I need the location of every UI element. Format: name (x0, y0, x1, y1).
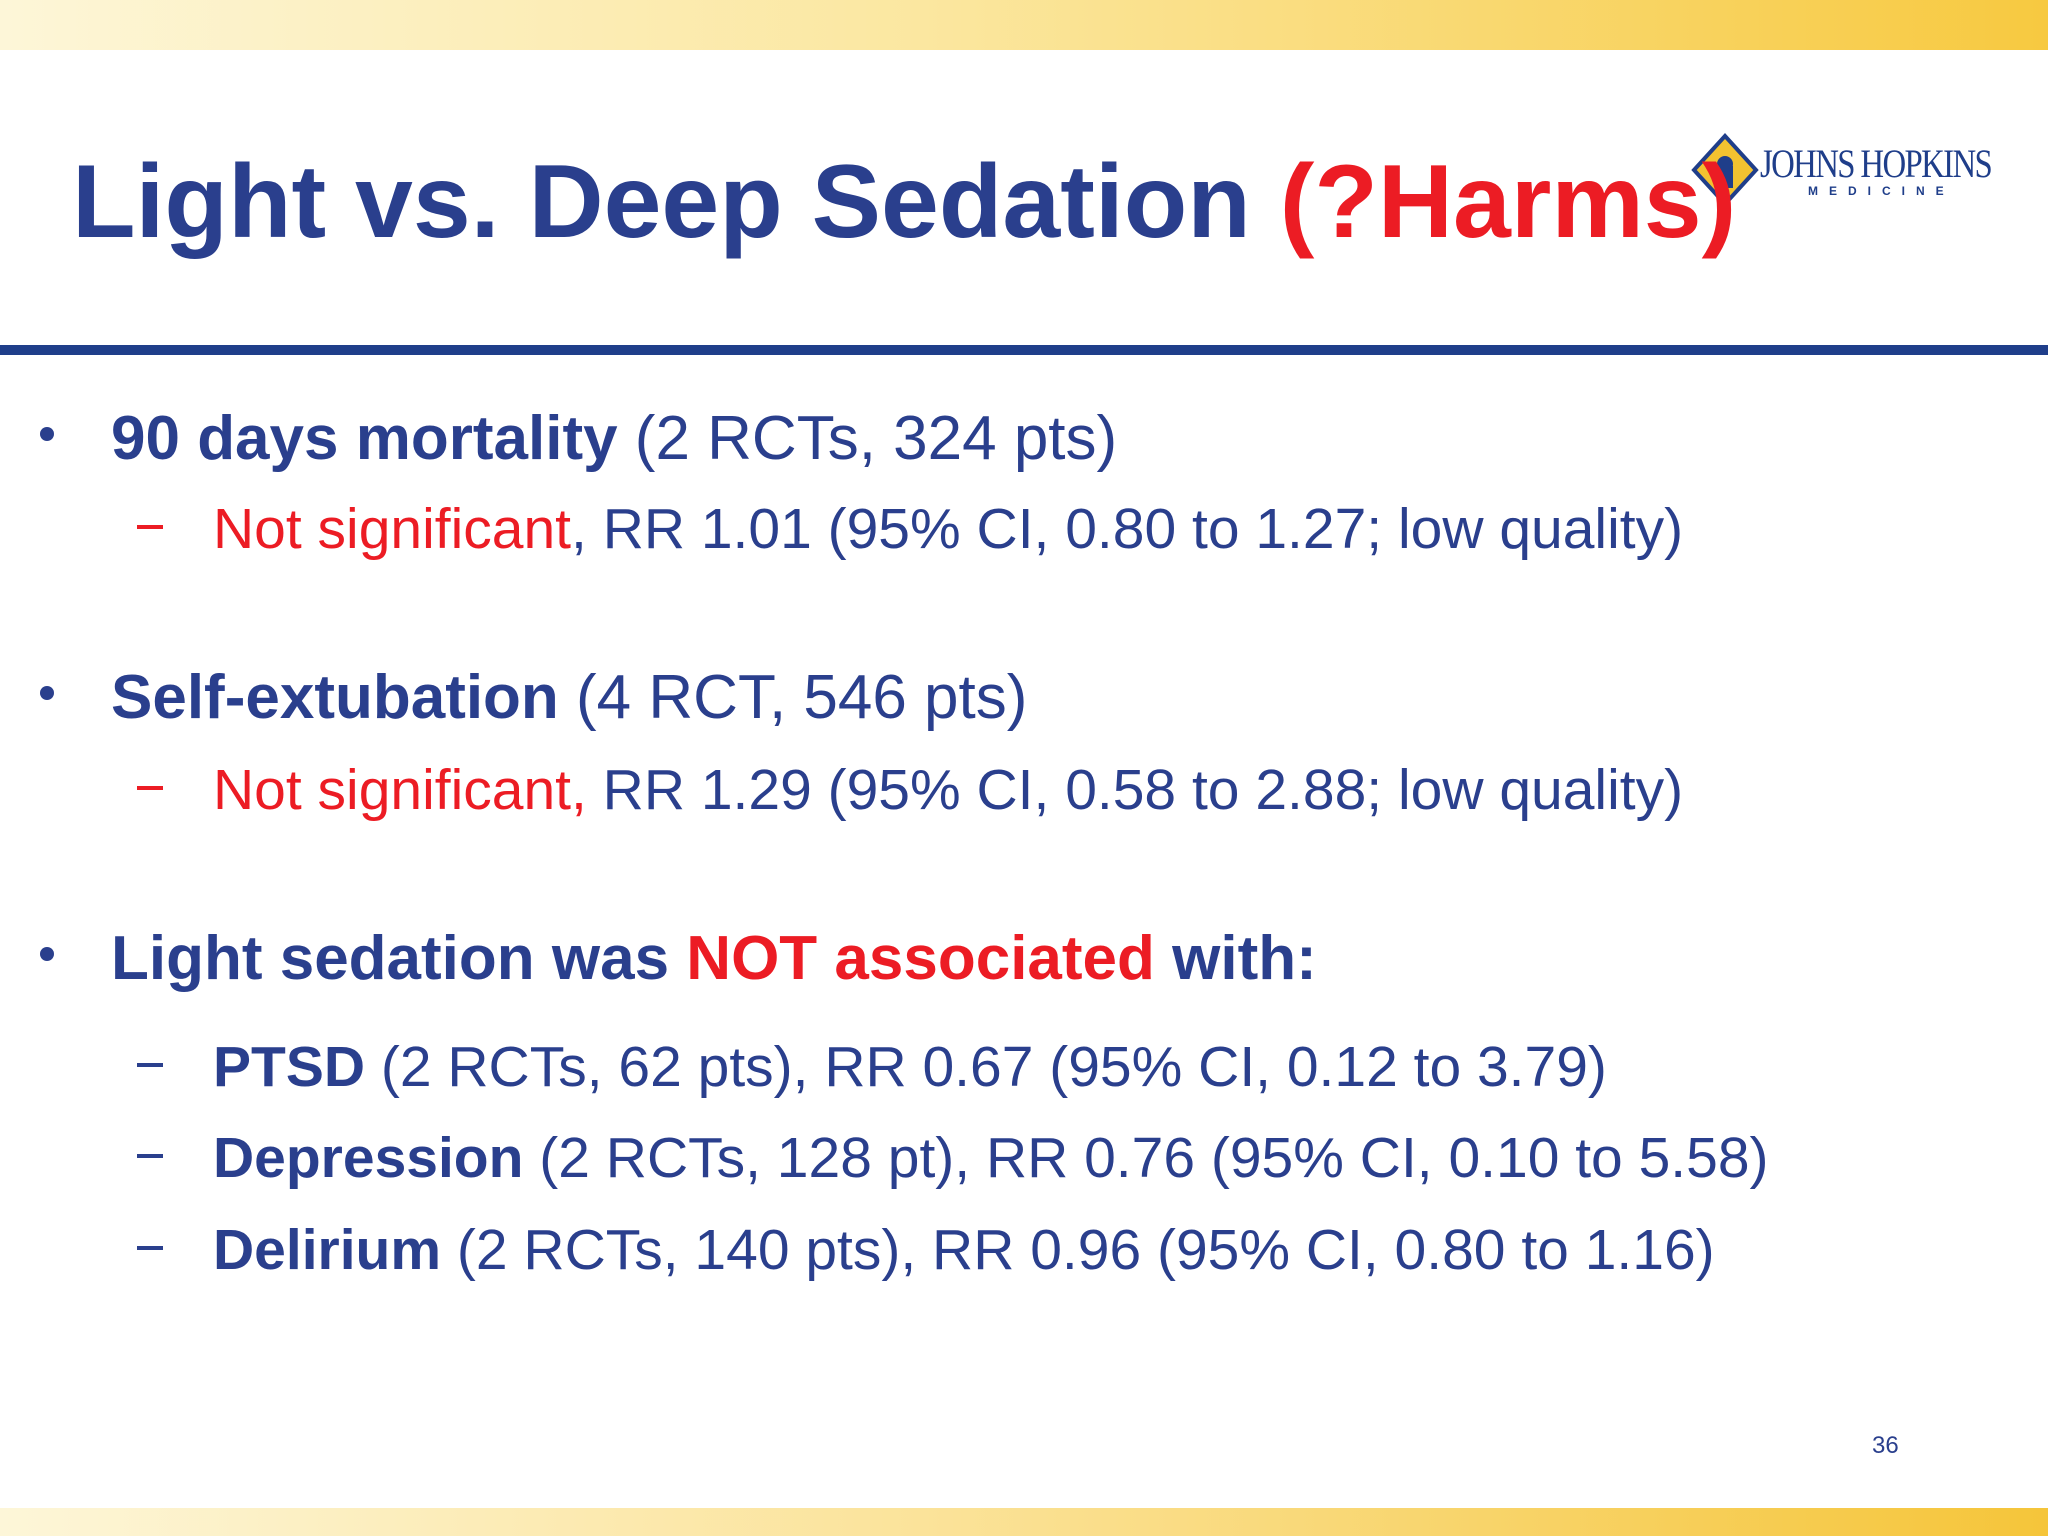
logo: JOHNS HOPKINS MEDICINE (1690, 132, 2010, 212)
red-text: NOT associated (686, 924, 1155, 993)
bullet (40, 947, 54, 961)
red-text: Not significant, (213, 758, 587, 822)
bullet-text: Self-extubation (4 RCT, 546 pts) (111, 667, 1027, 729)
slide-title: Light vs. Deep Sedation (?Harms) (72, 150, 1736, 254)
bold-text: Light sedation was (111, 924, 687, 993)
top-bar (0, 0, 2048, 50)
dash (137, 1154, 163, 1158)
bullet-text: Light sedation was NOT associated with: (111, 928, 1317, 990)
title-text: Light vs. Deep Sedation (72, 144, 1280, 260)
bold-text: PTSD (213, 1035, 366, 1099)
dash (137, 1063, 163, 1067)
bullet-text: 90 days mortality (2 RCTs, 324 pts) (111, 408, 1117, 470)
text: (2 RCTs, 324 pts) (617, 404, 1118, 473)
sub-bullet-text: Depression (2 RCTs, 128 pt), RR 0.76 (95… (213, 1130, 1769, 1187)
text: (4 RCT, 546 pts) (558, 663, 1028, 732)
dash (137, 786, 163, 790)
text: , RR 1.01 (95% CI, 0.80 to 1.27; low qua… (571, 497, 1684, 561)
red-text: Not significant (213, 497, 572, 561)
bullet (40, 427, 54, 441)
text: RR 1.29 (95% CI, 0.58 to 2.88; low quali… (586, 758, 1684, 822)
bottom-bar (0, 1508, 2048, 1536)
logo-subtitle: MEDICINE (1808, 184, 1955, 198)
text: (2 RCTs, 62 pts), RR 0.67 (95% CI, 0.12 … (365, 1035, 1607, 1099)
sub-bullet-text: Not significant, RR 1.29 (95% CI, 0.58 t… (213, 762, 1683, 819)
logo-shield (1691, 133, 1759, 207)
bold-text: Self-extubation (111, 663, 559, 732)
text: (2 RCTs, 140 pts), RR 0.96 (95% CI, 0.80… (441, 1218, 1715, 1282)
sub-bullet-text: PTSD (2 RCTs, 62 pts), RR 0.67 (95% CI, … (213, 1039, 1607, 1096)
logo-name: JOHNS HOPKINS (1760, 141, 1993, 186)
bold-text: 90 days mortality (111, 404, 618, 473)
page-number: 36 (1872, 1432, 1899, 1459)
sub-bullet-text: Delirium (2 RCTs, 140 pts), RR 0.96 (95%… (213, 1222, 1715, 1279)
dash (137, 1246, 163, 1250)
title-rule (0, 345, 2048, 355)
sub-bullet-text: Not significant, RR 1.01 (95% CI, 0.80 t… (213, 501, 1683, 558)
title-highlight: (?Harms) (1279, 144, 1737, 260)
bold-text: with: (1154, 924, 1317, 993)
bold-text: Depression (213, 1126, 524, 1190)
text: (2 RCTs, 128 pt), RR 0.76 (95% CI, 0.10 … (523, 1126, 1769, 1190)
dash (137, 525, 163, 529)
bold-text: Delirium (213, 1218, 442, 1282)
bullet (40, 686, 54, 700)
